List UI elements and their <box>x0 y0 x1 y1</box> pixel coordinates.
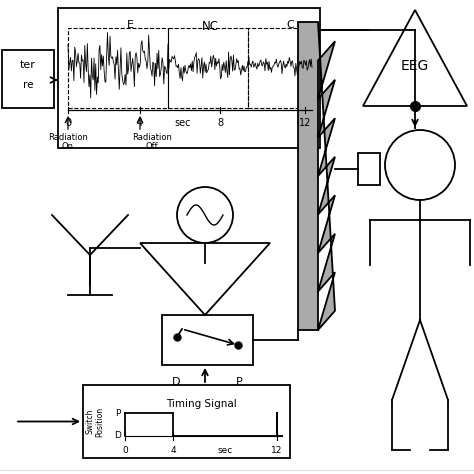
Text: 4: 4 <box>170 446 176 455</box>
Text: Off: Off <box>146 142 158 151</box>
Text: On: On <box>62 142 74 151</box>
Text: Radiation: Radiation <box>132 133 172 142</box>
Text: re: re <box>23 80 33 90</box>
Text: D: D <box>172 377 180 387</box>
Bar <box>83 385 290 458</box>
Text: Switch
Position: Switch Position <box>85 406 105 437</box>
Text: C: C <box>286 20 294 30</box>
Text: 4: 4 <box>137 118 143 128</box>
Text: 8: 8 <box>217 118 223 128</box>
Text: ter: ter <box>20 60 36 70</box>
Polygon shape <box>363 10 467 106</box>
Text: 0: 0 <box>122 446 128 455</box>
Text: EEG: EEG <box>401 59 429 73</box>
Polygon shape <box>140 243 270 315</box>
Text: 12: 12 <box>271 446 283 455</box>
Text: P: P <box>236 377 242 387</box>
Bar <box>248 28 312 108</box>
Bar <box>2 50 54 108</box>
Text: E: E <box>127 20 134 30</box>
Text: sec: sec <box>218 446 233 455</box>
Text: P: P <box>116 409 121 418</box>
Text: sec: sec <box>175 118 191 128</box>
Text: Timing Signal: Timing Signal <box>166 399 237 409</box>
Bar <box>168 28 248 108</box>
Bar <box>358 153 380 185</box>
Text: NC: NC <box>201 20 219 33</box>
Text: D: D <box>114 431 121 440</box>
Text: Radiation: Radiation <box>48 133 88 142</box>
Text: 12: 12 <box>299 118 311 128</box>
Bar <box>68 28 168 108</box>
Polygon shape <box>298 22 335 330</box>
Bar <box>162 315 253 365</box>
Bar <box>58 8 320 148</box>
Text: 0: 0 <box>65 118 71 128</box>
